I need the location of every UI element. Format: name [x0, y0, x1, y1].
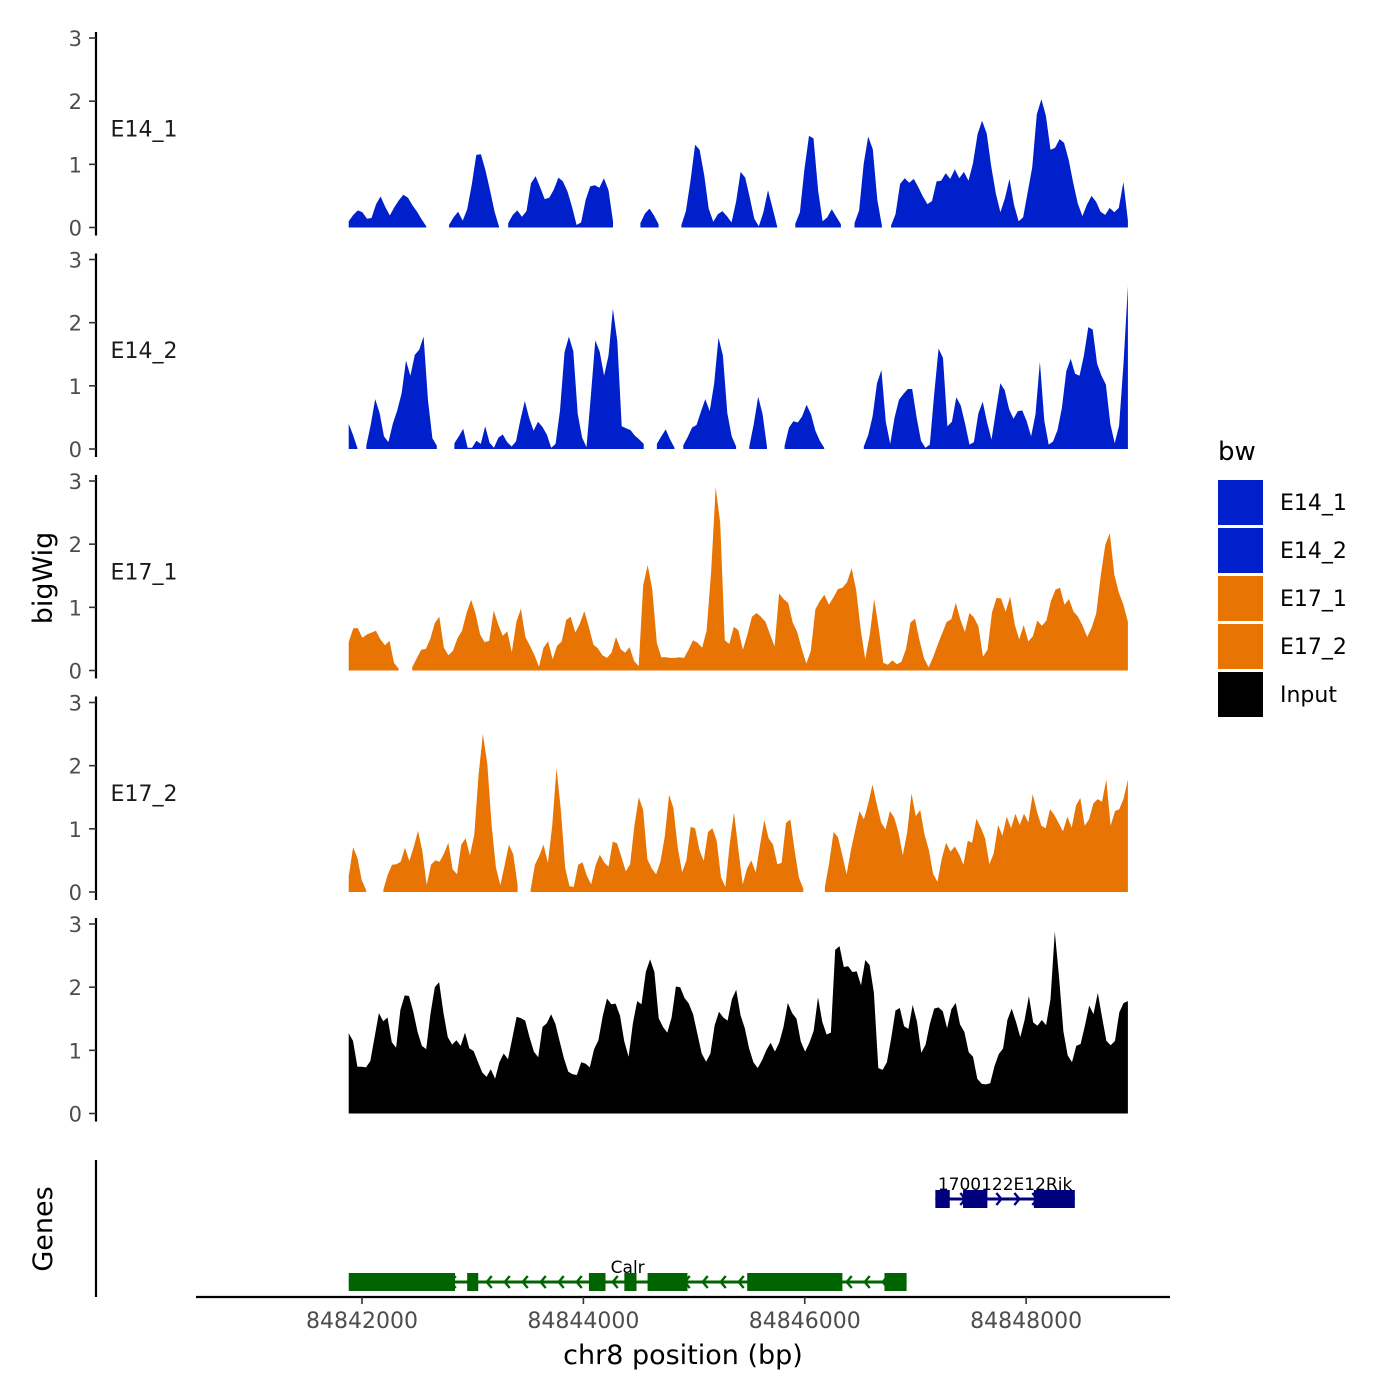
- gene-exon: [624, 1273, 637, 1291]
- track-E14_1: 0 1 2 3 E14_1: [69, 27, 1128, 241]
- legend-item-E17_2: E17_2: [1218, 624, 1347, 669]
- y-tick-label: 2: [69, 90, 82, 114]
- legend: bw E14_1 E14_2 E17_1 E17_2 Input: [1218, 437, 1347, 717]
- y-tick-label: 3: [69, 470, 82, 494]
- coverage-area-E17_1: [348, 487, 1128, 671]
- strand-arrow: [863, 1275, 871, 1289]
- legend-label: E17_1: [1280, 587, 1347, 612]
- coverage-area-E14_1: [348, 99, 1128, 228]
- x-tick-label: 84846000: [749, 1309, 861, 1334]
- legend-item-E17_1: E17_1: [1218, 576, 1347, 621]
- y-tick-label: 0: [69, 881, 82, 905]
- gene-exon: [935, 1190, 950, 1208]
- coverage-area-E17_2: [348, 734, 1128, 892]
- y-tick-label: 2: [69, 755, 82, 779]
- strand-arrow: [557, 1275, 565, 1289]
- legend-item-Input: Input: [1218, 672, 1337, 717]
- gene-exon: [348, 1273, 455, 1291]
- y-tick-label: 2: [69, 312, 82, 336]
- gene-exon: [647, 1273, 688, 1291]
- legend-item-E14_1: E14_1: [1218, 480, 1347, 525]
- gene-label: Calr: [611, 1258, 645, 1278]
- strand-arrow: [575, 1275, 583, 1289]
- y-axis-title: bigWig: [28, 532, 59, 625]
- y-tick-label: 0: [69, 438, 82, 462]
- strand-arrow: [701, 1275, 709, 1289]
- y-tick-label: 2: [69, 533, 82, 557]
- coverage-area-Input: [348, 931, 1128, 1114]
- strand-arrow: [485, 1275, 493, 1289]
- coverage-area-E14_2: [348, 286, 1128, 449]
- y-tick-label: 3: [69, 692, 82, 716]
- y-tick-label: 1: [69, 1039, 82, 1063]
- legend-swatch: [1218, 576, 1263, 621]
- strand-arrow: [503, 1275, 511, 1289]
- gene-Calr: Calr: [348, 1258, 907, 1291]
- track-label: E17_2: [111, 782, 178, 807]
- genes-axis-title: Genes: [28, 1186, 59, 1271]
- gene-exon: [963, 1190, 988, 1208]
- gene-1700122E12Rik: 1700122E12Rik: [935, 1175, 1075, 1208]
- gene-label: 1700122E12Rik: [938, 1175, 1073, 1195]
- track-label: E14_1: [111, 118, 178, 143]
- y-tick-label: 1: [69, 153, 82, 177]
- strand-arrow: [1013, 1192, 1021, 1206]
- strand-arrow: [611, 1275, 619, 1289]
- legend-swatch: [1218, 480, 1263, 525]
- x-axis-title: chr8 position (bp): [563, 1340, 803, 1371]
- y-tick-label: 3: [69, 913, 82, 937]
- legend-label: E17_2: [1280, 635, 1347, 660]
- x-tick-label: 84844000: [527, 1309, 639, 1334]
- legend-label: E14_2: [1280, 539, 1347, 564]
- y-tick-label: 0: [69, 1103, 82, 1127]
- legend-swatch: [1218, 528, 1263, 573]
- strand-arrow: [845, 1275, 853, 1289]
- gene-exon: [747, 1273, 843, 1291]
- gene-exon: [467, 1273, 479, 1291]
- track-label: E17_1: [111, 561, 178, 586]
- y-tick-label: 0: [69, 217, 82, 241]
- x-tick-label: 84848000: [970, 1309, 1082, 1334]
- gene-exon: [1033, 1190, 1075, 1208]
- y-tick-label: 1: [69, 375, 82, 399]
- x-axis: 84842000 84844000 84846000 84848000: [196, 1295, 1170, 1334]
- gene-exon: [588, 1273, 606, 1291]
- y-tick-label: 2: [69, 976, 82, 1000]
- legend-swatch: [1218, 624, 1263, 669]
- strand-arrow: [539, 1275, 547, 1289]
- x-tick-label: 84842000: [306, 1309, 418, 1334]
- track-Input: 0 1 2 3: [69, 913, 1128, 1127]
- y-tick-label: 0: [69, 660, 82, 684]
- strand-arrow: [995, 1192, 1003, 1206]
- gene-exon: [884, 1273, 907, 1291]
- legend-item-E14_2: E14_2: [1218, 528, 1347, 573]
- strand-arrow: [719, 1275, 727, 1289]
- track-E17_2: 0 1 2 3 E17_2: [69, 692, 1128, 905]
- y-tick-label: 1: [69, 596, 82, 620]
- legend-label: Input: [1280, 683, 1337, 708]
- y-tick-label: 3: [69, 249, 82, 273]
- legend-swatch: [1218, 672, 1263, 717]
- track-E17_1: 0 1 2 3 E17_1: [69, 470, 1128, 684]
- strand-arrow: [737, 1275, 745, 1289]
- track-label: E14_2: [111, 339, 178, 364]
- track-E14_2: 0 1 2 3 E14_2: [69, 249, 1128, 462]
- y-tick-label: 1: [69, 818, 82, 842]
- legend-label: E14_1: [1280, 491, 1347, 516]
- gene-track: 1700122E12Rik Calr: [94, 1160, 1075, 1297]
- coverage-tracks: 0 1 2 3 E14_1 0 1 2 3 E14_2 0 1 2 3 E17_1 0 1 2 3 E17_2 0 1 2 3: [69, 27, 1128, 1127]
- legend-title: bw: [1218, 437, 1256, 467]
- strand-arrow: [521, 1275, 529, 1289]
- y-tick-label: 3: [69, 27, 82, 51]
